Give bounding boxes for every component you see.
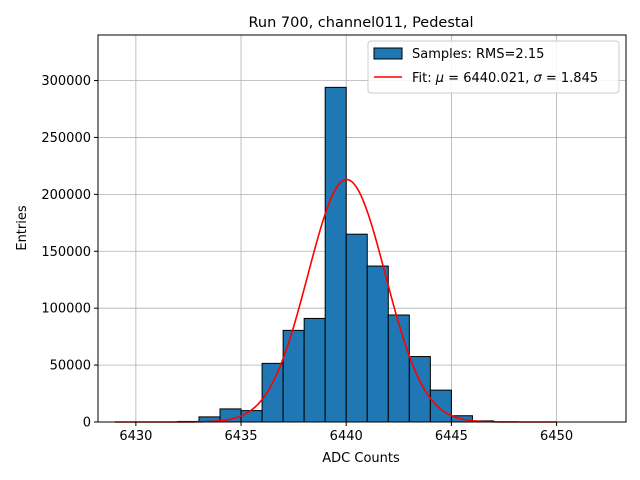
legend-fit-label: Fit: μ = 6440.021, σ = 1.845: [412, 71, 598, 86]
legend: Samples: RMS=2.15 Fit: μ = 6440.021, σ =…: [367, 40, 620, 94]
y-tick-label: 100000: [41, 302, 91, 317]
x-axis-ticks: 6430 6435 6440 6445 6450: [119, 422, 573, 444]
x-tick-label: 6430: [119, 429, 152, 444]
y-tick-label: 150000: [41, 245, 91, 260]
histogram-bar: [261, 362, 284, 423]
histogram-bar: [366, 265, 389, 423]
y-tick-label: 300000: [41, 74, 91, 89]
x-tick-label: 6445: [435, 429, 468, 444]
y-tick-label: 0: [83, 416, 91, 431]
histogram-bar: [282, 329, 305, 423]
legend-fit-mu-value: = 6440.021,: [444, 71, 533, 86]
x-axis-label: ADC Counts: [322, 451, 400, 466]
histogram-bar: [345, 233, 368, 423]
y-tick-label: 250000: [41, 131, 91, 146]
legend-fit-sigma-symbol: σ: [534, 71, 543, 86]
plot-frame: [97, 34, 627, 423]
histogram-bar: [240, 410, 263, 423]
x-tick-label: 6450: [540, 429, 573, 444]
y-tick-label: 50000: [50, 359, 91, 374]
y-tick-label: 200000: [41, 188, 91, 203]
histogram-bar: [429, 389, 452, 423]
histogram-bar: [303, 317, 326, 423]
chart-title: Run 700, channel011, Pedestal: [248, 15, 473, 31]
legend-histogram-swatch: [373, 47, 403, 60]
legend-fit-sigma-value: = 1.845: [542, 71, 598, 86]
legend-fit-prefix: Fit:: [412, 71, 436, 86]
y-axis-label: Entries: [15, 205, 30, 251]
x-tick-label: 6435: [224, 429, 257, 444]
legend-fit-mu-symbol: μ: [435, 71, 444, 86]
histogram-bar: [324, 86, 347, 423]
legend-histogram-label: Samples: RMS=2.15: [412, 47, 544, 62]
x-tick-label: 6440: [330, 429, 363, 444]
legend-box: [367, 40, 620, 94]
y-axis-ticks: 0 50000 100000 150000 200000 250000 300000: [41, 74, 98, 431]
histogram-bar: [387, 314, 410, 423]
